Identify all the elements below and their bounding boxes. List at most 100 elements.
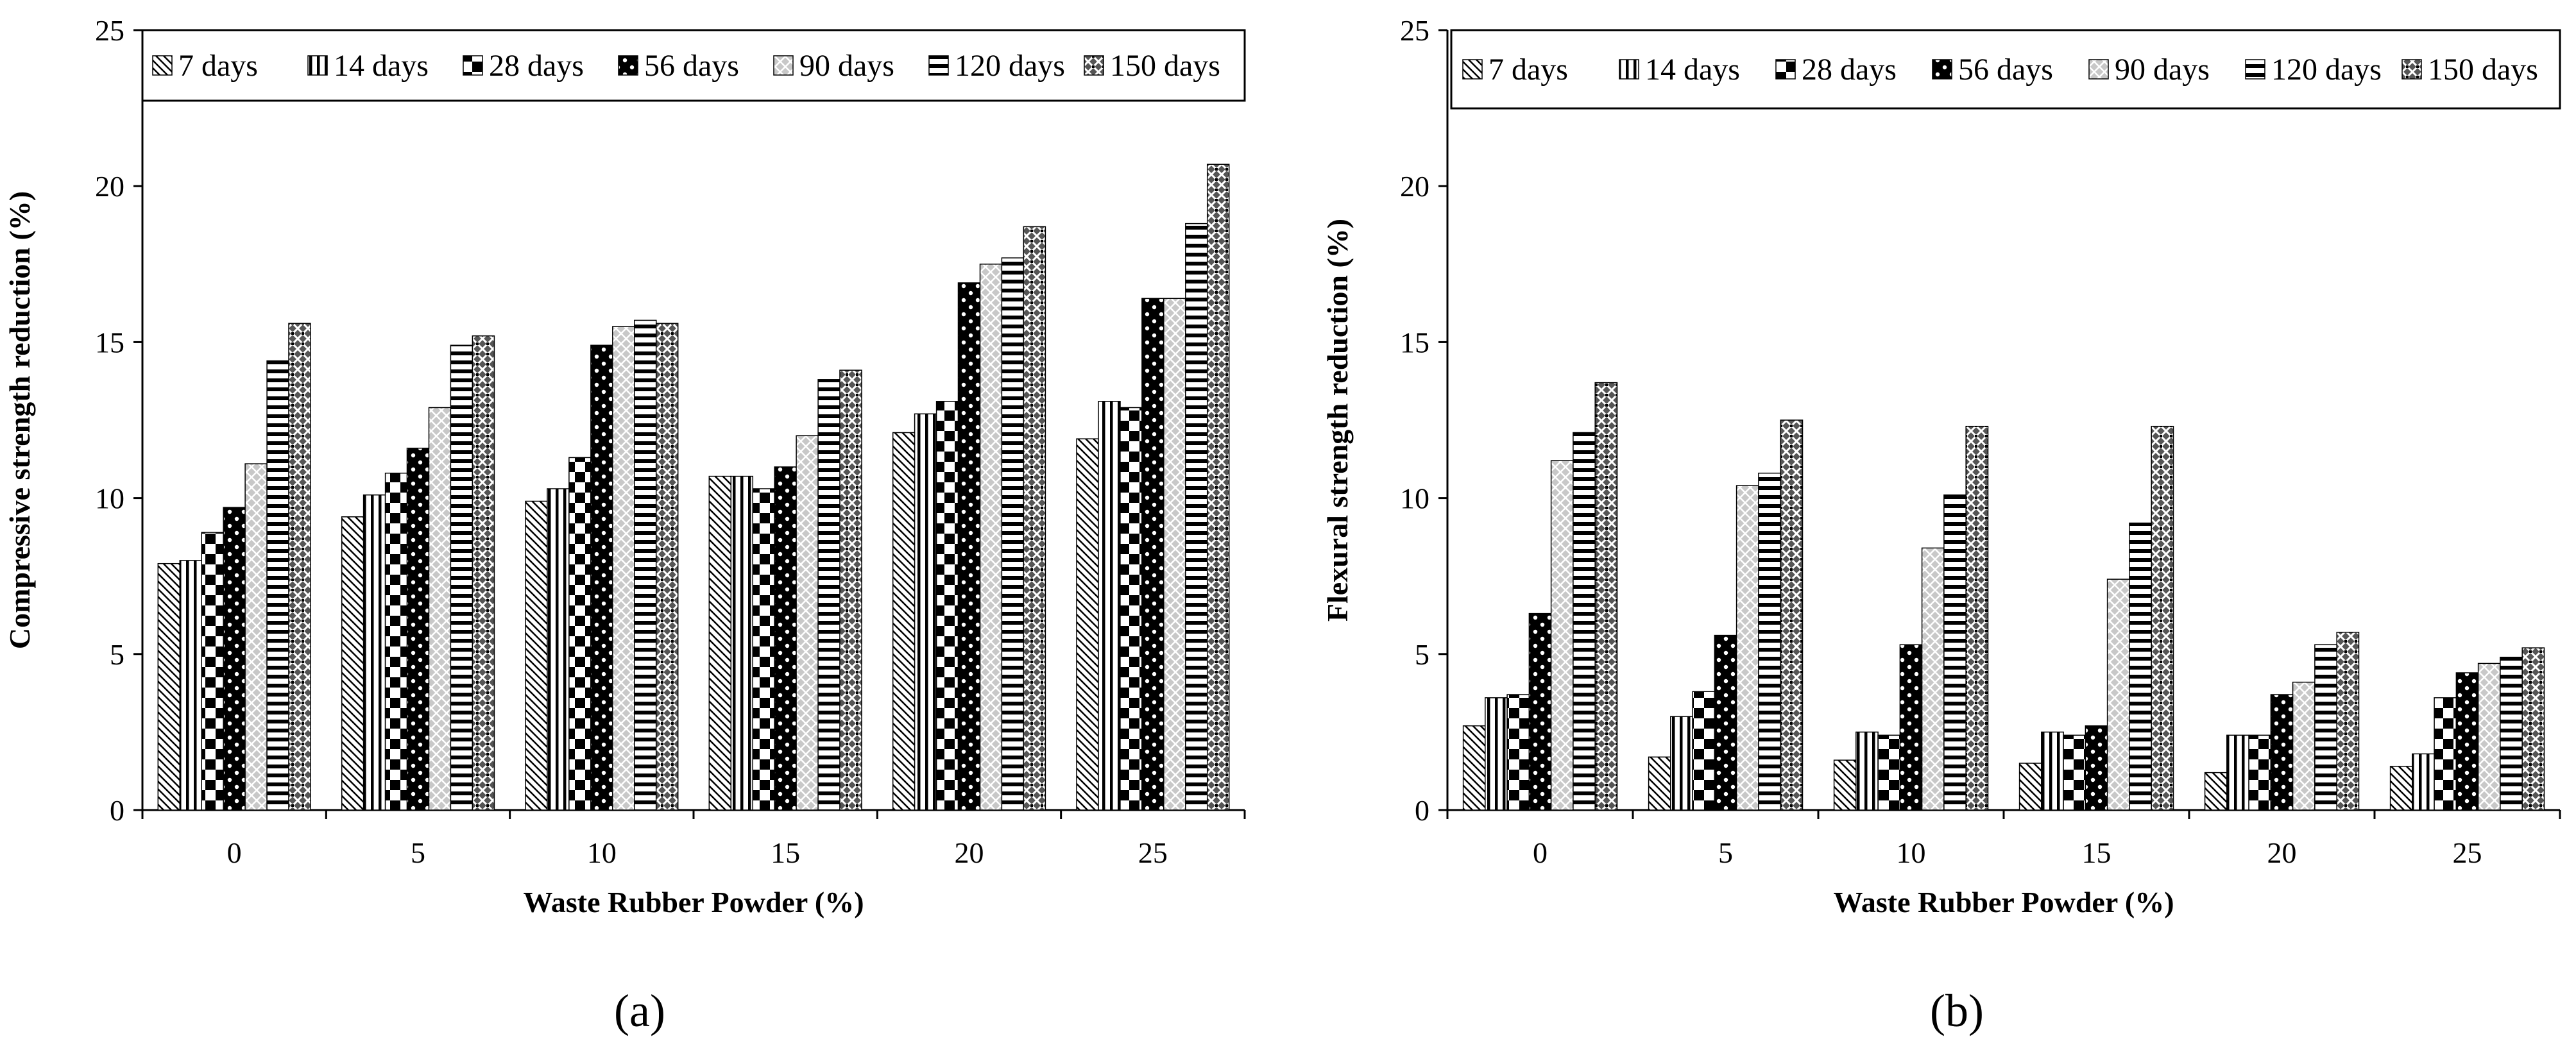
- panel-label-b: (b): [1930, 985, 1984, 1036]
- y-tick-label: 15: [95, 326, 124, 359]
- bar: [2500, 656, 2523, 811]
- legend-item: 28 days: [1775, 53, 1897, 87]
- legend-swatch: [773, 55, 794, 76]
- bar: [957, 282, 981, 811]
- panel-label-a: (a): [614, 985, 665, 1036]
- legend-item: 56 days: [618, 49, 739, 83]
- bar: [1185, 223, 1208, 811]
- bar: [1670, 716, 1693, 811]
- legend-swatch: [152, 55, 173, 76]
- bar: [472, 335, 495, 811]
- bar: [2063, 734, 2086, 811]
- bar: [1855, 731, 1879, 811]
- bar: [1076, 438, 1099, 811]
- bar: [914, 413, 937, 811]
- bar: [1736, 485, 1759, 811]
- bar: [590, 344, 613, 811]
- x-tick-label: 25: [2453, 836, 2482, 869]
- legend-swatch: [618, 55, 638, 76]
- bar: [2314, 644, 2337, 811]
- legend-label: 28 days: [489, 49, 584, 83]
- bar: [450, 344, 473, 811]
- y-tick-label: 5: [1415, 638, 1429, 671]
- bar: [1462, 725, 1486, 811]
- bar: [1943, 494, 1966, 811]
- y-tick-label: 0: [110, 794, 124, 827]
- bar: [892, 432, 916, 811]
- bar: [1594, 382, 1618, 811]
- bar: [2226, 734, 2249, 811]
- x-tick-label: 5: [411, 836, 425, 869]
- legend-swatch: [2245, 59, 2265, 80]
- bar: [979, 264, 1003, 811]
- bar: [1921, 547, 1945, 811]
- bar: [384, 472, 408, 811]
- bar: [1550, 460, 1574, 811]
- bar: [1780, 419, 1804, 811]
- legend-item: 150 days: [2401, 53, 2538, 87]
- bar: [634, 319, 657, 811]
- legend-item: 150 days: [1084, 49, 1220, 83]
- bar: [157, 562, 181, 811]
- legend-item: 14 days: [1619, 53, 1740, 87]
- bar: [839, 369, 862, 811]
- legend-label: 7 days: [178, 49, 258, 83]
- legend-item: 120 days: [928, 49, 1065, 83]
- legend-label: 150 days: [1110, 49, 1220, 83]
- legend-label: 14 days: [334, 49, 429, 83]
- x-tick-label: 5: [1718, 836, 1733, 869]
- legend-label: 150 days: [2428, 53, 2538, 87]
- x-axis-title: Waste Rubber Powder (%): [523, 886, 864, 918]
- bar: [525, 500, 548, 811]
- chart-compressive-strength: 0 5 10 15 20 25 0 5 10 15 20 25 Waste Rubber Powder …: [3, 14, 1246, 918]
- bar: [1098, 401, 1121, 811]
- y-tick-label: 20: [95, 170, 124, 203]
- legend-item: 7 days: [152, 49, 258, 83]
- bar: [935, 401, 959, 811]
- bar: [2477, 663, 2501, 811]
- legend-label: 56 days: [1958, 53, 2053, 87]
- bar: [1206, 164, 1230, 811]
- y-tick-label: 10: [1400, 482, 1429, 515]
- x-tick-label: 20: [2267, 836, 2297, 869]
- x-tick-label: 25: [1138, 836, 1168, 869]
- bar: [406, 448, 430, 811]
- legend-label: 14 days: [1645, 53, 1740, 87]
- bar: [1877, 734, 1901, 811]
- chart-flexural-strength: 0 5 10 15 20 25 0 5 10 15 20 25 Waste Rubber Powder …: [1321, 14, 2561, 918]
- bar: [2151, 425, 2174, 811]
- bar: [568, 457, 592, 811]
- bar: [752, 488, 775, 811]
- bar: [2106, 579, 2130, 811]
- legend-swatch: [1775, 59, 1796, 80]
- bar: [1485, 697, 1508, 811]
- x-tick-label: 0: [1533, 836, 1548, 869]
- legend-swatch: [2401, 59, 2422, 80]
- bar: [1899, 644, 1923, 811]
- y-axis-title: Compressive strength reduction (%): [3, 191, 36, 649]
- legend-swatch: [928, 55, 949, 76]
- y-tick-label: 20: [1400, 170, 1429, 203]
- legend-item: 56 days: [1932, 53, 2053, 87]
- bar: [730, 475, 754, 811]
- bar: [428, 407, 452, 811]
- bar: [223, 507, 246, 811]
- legend-item: 14 days: [307, 49, 429, 83]
- bar: [2018, 763, 2042, 811]
- bar: [1023, 226, 1046, 811]
- bar: [1573, 432, 1596, 811]
- legend-label: 90 days: [799, 49, 894, 83]
- legend-item: 90 days: [2088, 53, 2210, 87]
- bar: [1648, 756, 1671, 811]
- bar: [708, 475, 732, 811]
- bar: [2521, 647, 2545, 811]
- bar: [1001, 257, 1025, 811]
- legend-swatch: [307, 55, 328, 76]
- bar: [1965, 425, 1989, 811]
- y-tick-label: 5: [110, 638, 124, 671]
- bar: [1714, 634, 1737, 811]
- y-tick-label: 0: [1415, 794, 1429, 827]
- bar: [266, 360, 289, 811]
- bar: [1758, 472, 1781, 811]
